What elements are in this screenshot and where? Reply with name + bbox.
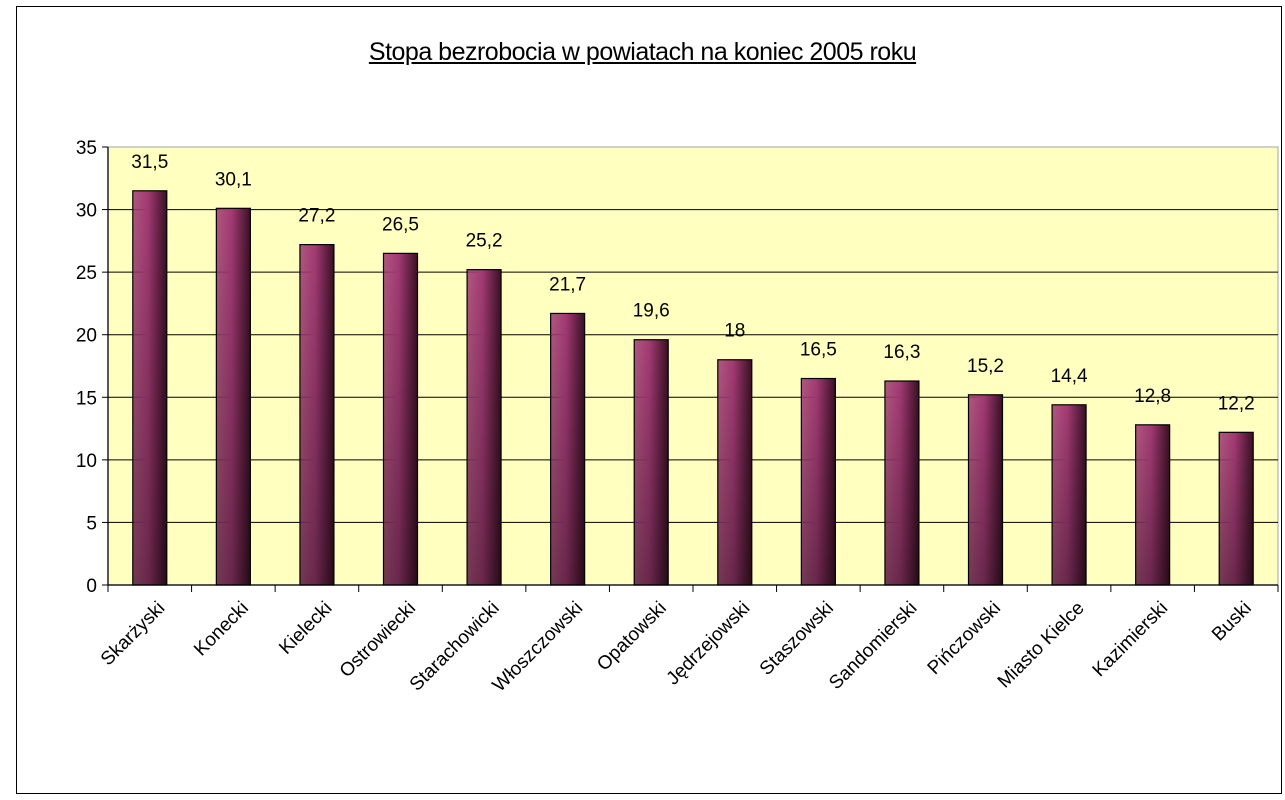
y-tick-label: 10: [76, 451, 97, 472]
chart-title: Stopa bezrobocia w powiatach na koniec 2…: [368, 38, 917, 66]
bar-shade: [801, 378, 836, 585]
category-label: Staszowski: [756, 598, 838, 680]
bar-shade: [1052, 404, 1087, 585]
y-tick-label: 25: [76, 263, 97, 284]
y-tick-label: 20: [76, 326, 97, 347]
data-label: 26,5: [382, 214, 419, 235]
data-label: 30,1: [215, 169, 252, 190]
category-label: Konecki: [190, 598, 253, 661]
bar-shade: [717, 359, 752, 585]
axes: [102, 146, 1279, 592]
data-label: 15,2: [967, 356, 1004, 377]
data-label: 27,2: [298, 206, 335, 227]
category-label: Kazimierski: [1089, 598, 1173, 682]
bar-shade: [550, 313, 585, 585]
data-label: 12,2: [1218, 393, 1255, 414]
y-tick-label: 5: [86, 513, 97, 534]
category-label: Opatowski: [593, 598, 671, 676]
y-tick-label: 0: [86, 576, 97, 597]
y-tick-label: 15: [76, 388, 97, 409]
data-label: 16,3: [883, 342, 920, 363]
category-label: Buski: [1208, 598, 1256, 646]
bar-shade: [634, 339, 669, 585]
category-label: Ostrowiecki: [336, 598, 420, 682]
bar-shade: [467, 269, 502, 585]
bar-shade: [968, 394, 1003, 585]
data-label: 18: [724, 321, 745, 342]
x-tick-labels: Skarżyski Konecki Kielecki OstrowieckiStara…: [97, 598, 1256, 696]
bar-shade: [884, 381, 919, 585]
data-label: 14,4: [1051, 366, 1088, 387]
category-label: Pińczowski: [924, 598, 1005, 679]
data-label: 16,5: [800, 340, 837, 361]
category-label: Kielecki: [275, 598, 336, 659]
data-label: 19,6: [633, 301, 670, 322]
data-label: 12,8: [1134, 386, 1171, 407]
bar-shade: [132, 190, 167, 586]
bar-shade: [299, 244, 334, 585]
y-tick-labels: 0 5 10 15 20 25 30 35: [76, 138, 97, 597]
category-label: Jędrzejowski: [663, 598, 755, 690]
category-label: Skarżyski: [97, 598, 169, 670]
data-label: 25,2: [466, 231, 503, 252]
category-label: Miasto Kielce: [994, 598, 1089, 693]
data-label: 21,7: [549, 274, 586, 295]
y-tick-label: 35: [76, 138, 97, 159]
bars: [132, 190, 1254, 586]
plot-area: [107, 146, 1279, 586]
bar-shade: [216, 208, 251, 585]
data-labels: 31,5 30,1 27,2 26,5 25,2 21,7 19,6 18 16,5 16,3 15…: [131, 152, 1254, 415]
y-tick-label: 30: [76, 201, 97, 222]
bar-shade: [383, 253, 418, 585]
bar-shade: [1219, 432, 1254, 585]
category-label: Sandomierski: [825, 598, 921, 694]
bar-shade: [1135, 424, 1170, 585]
data-label: 31,5: [131, 152, 168, 173]
